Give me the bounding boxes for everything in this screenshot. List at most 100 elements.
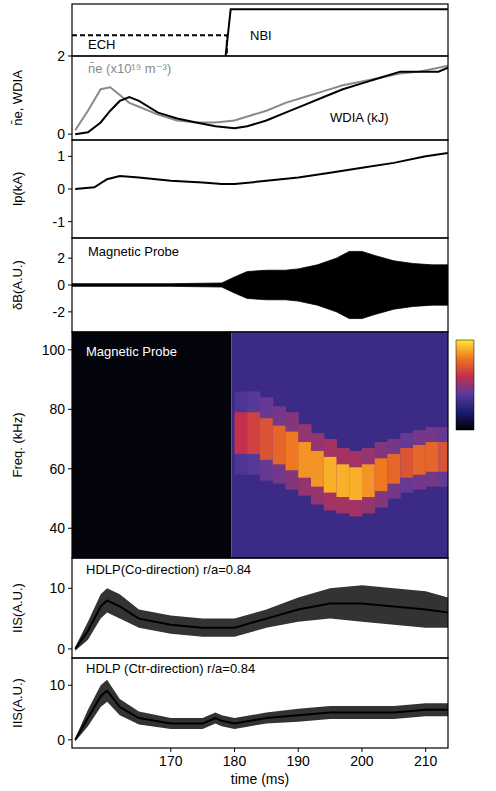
- series-line: [72, 35, 227, 56]
- mode-glow: [387, 439, 400, 498]
- y-tick: [68, 648, 72, 649]
- y-tick: [68, 528, 72, 529]
- background-cell: [72, 332, 231, 558]
- mode-glow: [235, 391, 248, 474]
- mode-glow: [375, 442, 388, 507]
- y-tick-label: 0: [57, 181, 65, 197]
- mode-glow: [362, 448, 375, 513]
- y-tick: [68, 685, 72, 686]
- series-line: [75, 68, 448, 134]
- y-tick-label: 2: [57, 250, 65, 266]
- y-tick-label: 0: [57, 126, 65, 142]
- x-tick: [425, 748, 426, 752]
- series-label: NBI: [250, 28, 272, 43]
- x-tick: [170, 748, 171, 752]
- mode-cell: [285, 432, 298, 471]
- y-tick-label: 40: [49, 520, 65, 536]
- series-line: [226, 9, 448, 56]
- mode-glow: [349, 451, 362, 516]
- y-tick: [68, 221, 72, 222]
- series-label: n̄e (x10¹⁹ m⁻³): [88, 61, 171, 76]
- x-tick-label: 200: [350, 753, 374, 769]
- mode-glow: [273, 406, 286, 483]
- y-tick-label: 100: [42, 342, 66, 358]
- y-tick-label: -1: [53, 214, 66, 230]
- mode-glow: [311, 433, 324, 504]
- y-tick: [68, 189, 72, 190]
- x-tick-label: 170: [159, 753, 183, 769]
- x-tick: [361, 748, 362, 752]
- x-tick: [234, 748, 235, 752]
- series-line: [75, 153, 448, 189]
- series-line: [75, 691, 448, 740]
- y-tick-label: 80: [49, 401, 65, 417]
- y-tick-label: 0: [57, 732, 65, 748]
- y-tick-label: 2: [57, 48, 65, 64]
- mode-cell: [362, 464, 375, 497]
- plot-area: [72, 251, 448, 318]
- x-tick-label: 180: [223, 753, 247, 769]
- colorbar: [456, 340, 474, 430]
- x-tick-label: 190: [287, 753, 311, 769]
- mode-glow: [324, 439, 337, 510]
- mode-cell: [375, 458, 388, 491]
- x-tick: [298, 748, 299, 752]
- y-tick: [68, 134, 72, 135]
- y-axis-title: n̄e, WDIA: [10, 70, 25, 126]
- mode-glow: [426, 427, 439, 486]
- baseline: [72, 285, 448, 286]
- y-axis-title: IIS(A.U.): [10, 678, 25, 728]
- mode-cell: [438, 442, 448, 472]
- mode-cell: [260, 418, 273, 460]
- panel-frame: [72, 140, 448, 238]
- panel-frame: [72, 332, 448, 558]
- mode-cell: [324, 457, 337, 493]
- y-axis-title: Ip(kA): [10, 172, 25, 207]
- mode-glow: [298, 424, 311, 495]
- mode-cell: [400, 448, 413, 478]
- panel-frame: [72, 238, 448, 332]
- mode-glow: [285, 412, 298, 489]
- panel-frame: [72, 56, 448, 140]
- panel-title: HDLP(Co-direction) r/a=0.84: [86, 562, 251, 577]
- y-axis-title: IIS(A.U.): [10, 583, 25, 633]
- plot-area: [72, 332, 448, 558]
- mode-glow: [413, 430, 426, 489]
- y-axis-title: δB(A.U.): [10, 260, 25, 310]
- y-tick: [68, 739, 72, 740]
- plot-area: [75, 66, 448, 134]
- mode-glow: [438, 427, 448, 486]
- panel-frame: [72, 658, 448, 748]
- x-axis-title: time (ms): [231, 771, 289, 787]
- y-axis-title: Freq. (kHz): [10, 413, 25, 478]
- plot-area: [72, 9, 448, 56]
- y-tick: [68, 311, 72, 312]
- figure: ECHNBIn̄e (x10¹⁹ m⁻³)WDIA (kJ)02n̄e, WDI…: [0, 0, 496, 791]
- series-line: [75, 600, 448, 648]
- panel-frame: [72, 558, 448, 658]
- plot-area: [75, 680, 448, 742]
- mode-cell: [298, 442, 311, 478]
- series-label: WDIA (kJ): [330, 110, 389, 125]
- mode-glow: [260, 397, 273, 480]
- mode-cell: [426, 442, 439, 472]
- y-tick-label: -2: [53, 304, 66, 320]
- mode-cell: [349, 467, 362, 500]
- mode-cell: [311, 451, 324, 487]
- y-tick-label: 60: [49, 461, 65, 477]
- mode-glow: [247, 391, 260, 474]
- mode-glow: [336, 448, 349, 513]
- y-tick-label: 10: [49, 677, 65, 693]
- panel-frame: [72, 4, 448, 56]
- y-tick: [68, 156, 72, 157]
- mode-cell: [413, 445, 426, 475]
- y-tick: [68, 285, 72, 286]
- y-tick: [68, 56, 72, 57]
- y-tick-label: 0: [57, 277, 65, 293]
- y-tick: [68, 588, 72, 589]
- plot-area: [75, 585, 448, 650]
- mode-cell: [387, 454, 400, 484]
- x-tick-label: 210: [414, 753, 438, 769]
- y-tick: [68, 258, 72, 259]
- y-tick-label: 10: [49, 580, 65, 596]
